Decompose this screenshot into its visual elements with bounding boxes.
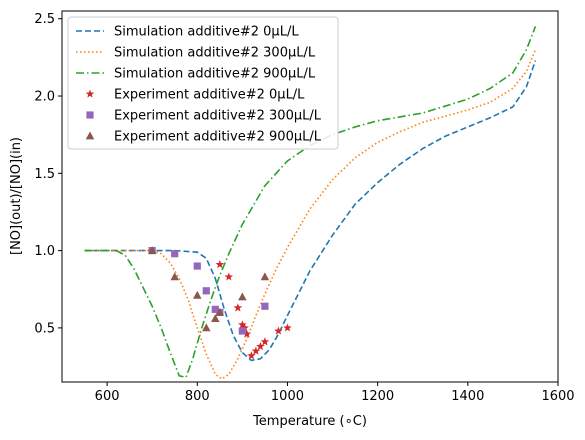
y-tick-label: 2.0 [34, 90, 55, 105]
data-point-3 [283, 323, 292, 332]
legend-box [67, 16, 339, 150]
data-point-4 [193, 262, 201, 270]
plot-frame [61, 10, 559, 383]
series-line-2 [84, 26, 537, 379]
legend-entry: Simulation additive#2 900μL/L [114, 67, 316, 82]
data-point-3 [251, 346, 261, 355]
legend: Simulation additive#2 0μL/L Simulation ad… [67, 16, 339, 150]
data-point-3 [247, 351, 256, 360]
x-tick-label: 1600 [541, 389, 574, 404]
x-tick-label: 600 [95, 389, 120, 404]
legend-entry: Experiment additive#2 0μL/L [114, 88, 305, 103]
data-point-4 [211, 305, 219, 313]
data-point-4 [261, 302, 269, 310]
series-line-0 [84, 60, 537, 362]
data-point-5 [170, 272, 179, 281]
x-tick-label: 1000 [271, 389, 304, 404]
y-axis-label: [NO](out)/[NO](in) [9, 137, 24, 255]
data-point-5 [202, 323, 211, 332]
legend-entry: Simulation additive#2 300μL/L [114, 46, 316, 61]
data-point-3 [215, 260, 225, 269]
data-point-5 [147, 246, 157, 254]
data-point-3 [260, 337, 270, 346]
x-axis-label: Temperature (∘C) [252, 414, 367, 429]
legend-swatch [85, 131, 95, 140]
x-tick-label: 1400 [451, 389, 484, 404]
y-tick-label: 1.0 [34, 244, 55, 259]
axes-layer: 600 800 1000 1200 1400 1600 0.5 1.0 1.5 2.0 2.5 [34, 12, 574, 404]
data-point-3 [224, 272, 234, 281]
data-point-3 [242, 329, 252, 338]
data-point-4 [171, 250, 179, 258]
data-point-4 [238, 327, 246, 335]
legend-entry: Experiment additive#2 300μL/L [114, 109, 322, 124]
data-point-3 [256, 341, 265, 351]
x-tick-label: 1200 [361, 389, 394, 404]
data-point-5 [211, 314, 220, 322]
data-point-4 [202, 287, 210, 295]
data-point-3 [238, 320, 247, 329]
data-point-5 [193, 290, 202, 299]
y-tick-label: 2.5 [34, 12, 55, 27]
series-layer [84, 26, 537, 380]
data-point-5 [238, 292, 247, 301]
data-point-5 [260, 272, 270, 281]
legend-swatch [86, 111, 94, 119]
y-tick-label: 0.5 [34, 321, 55, 336]
data-point-3 [274, 326, 283, 335]
x-tick-label: 800 [185, 389, 210, 404]
legend-entry: Simulation additive#2 0μL/L [114, 25, 299, 40]
data-point-5 [215, 307, 225, 316]
legend-swatch [85, 89, 95, 98]
legend-entry: Experiment additive#2 900μL/L [114, 130, 322, 145]
y-tick-label: 1.5 [34, 167, 55, 182]
series-line-1 [84, 49, 537, 380]
data-point-3 [233, 303, 243, 312]
